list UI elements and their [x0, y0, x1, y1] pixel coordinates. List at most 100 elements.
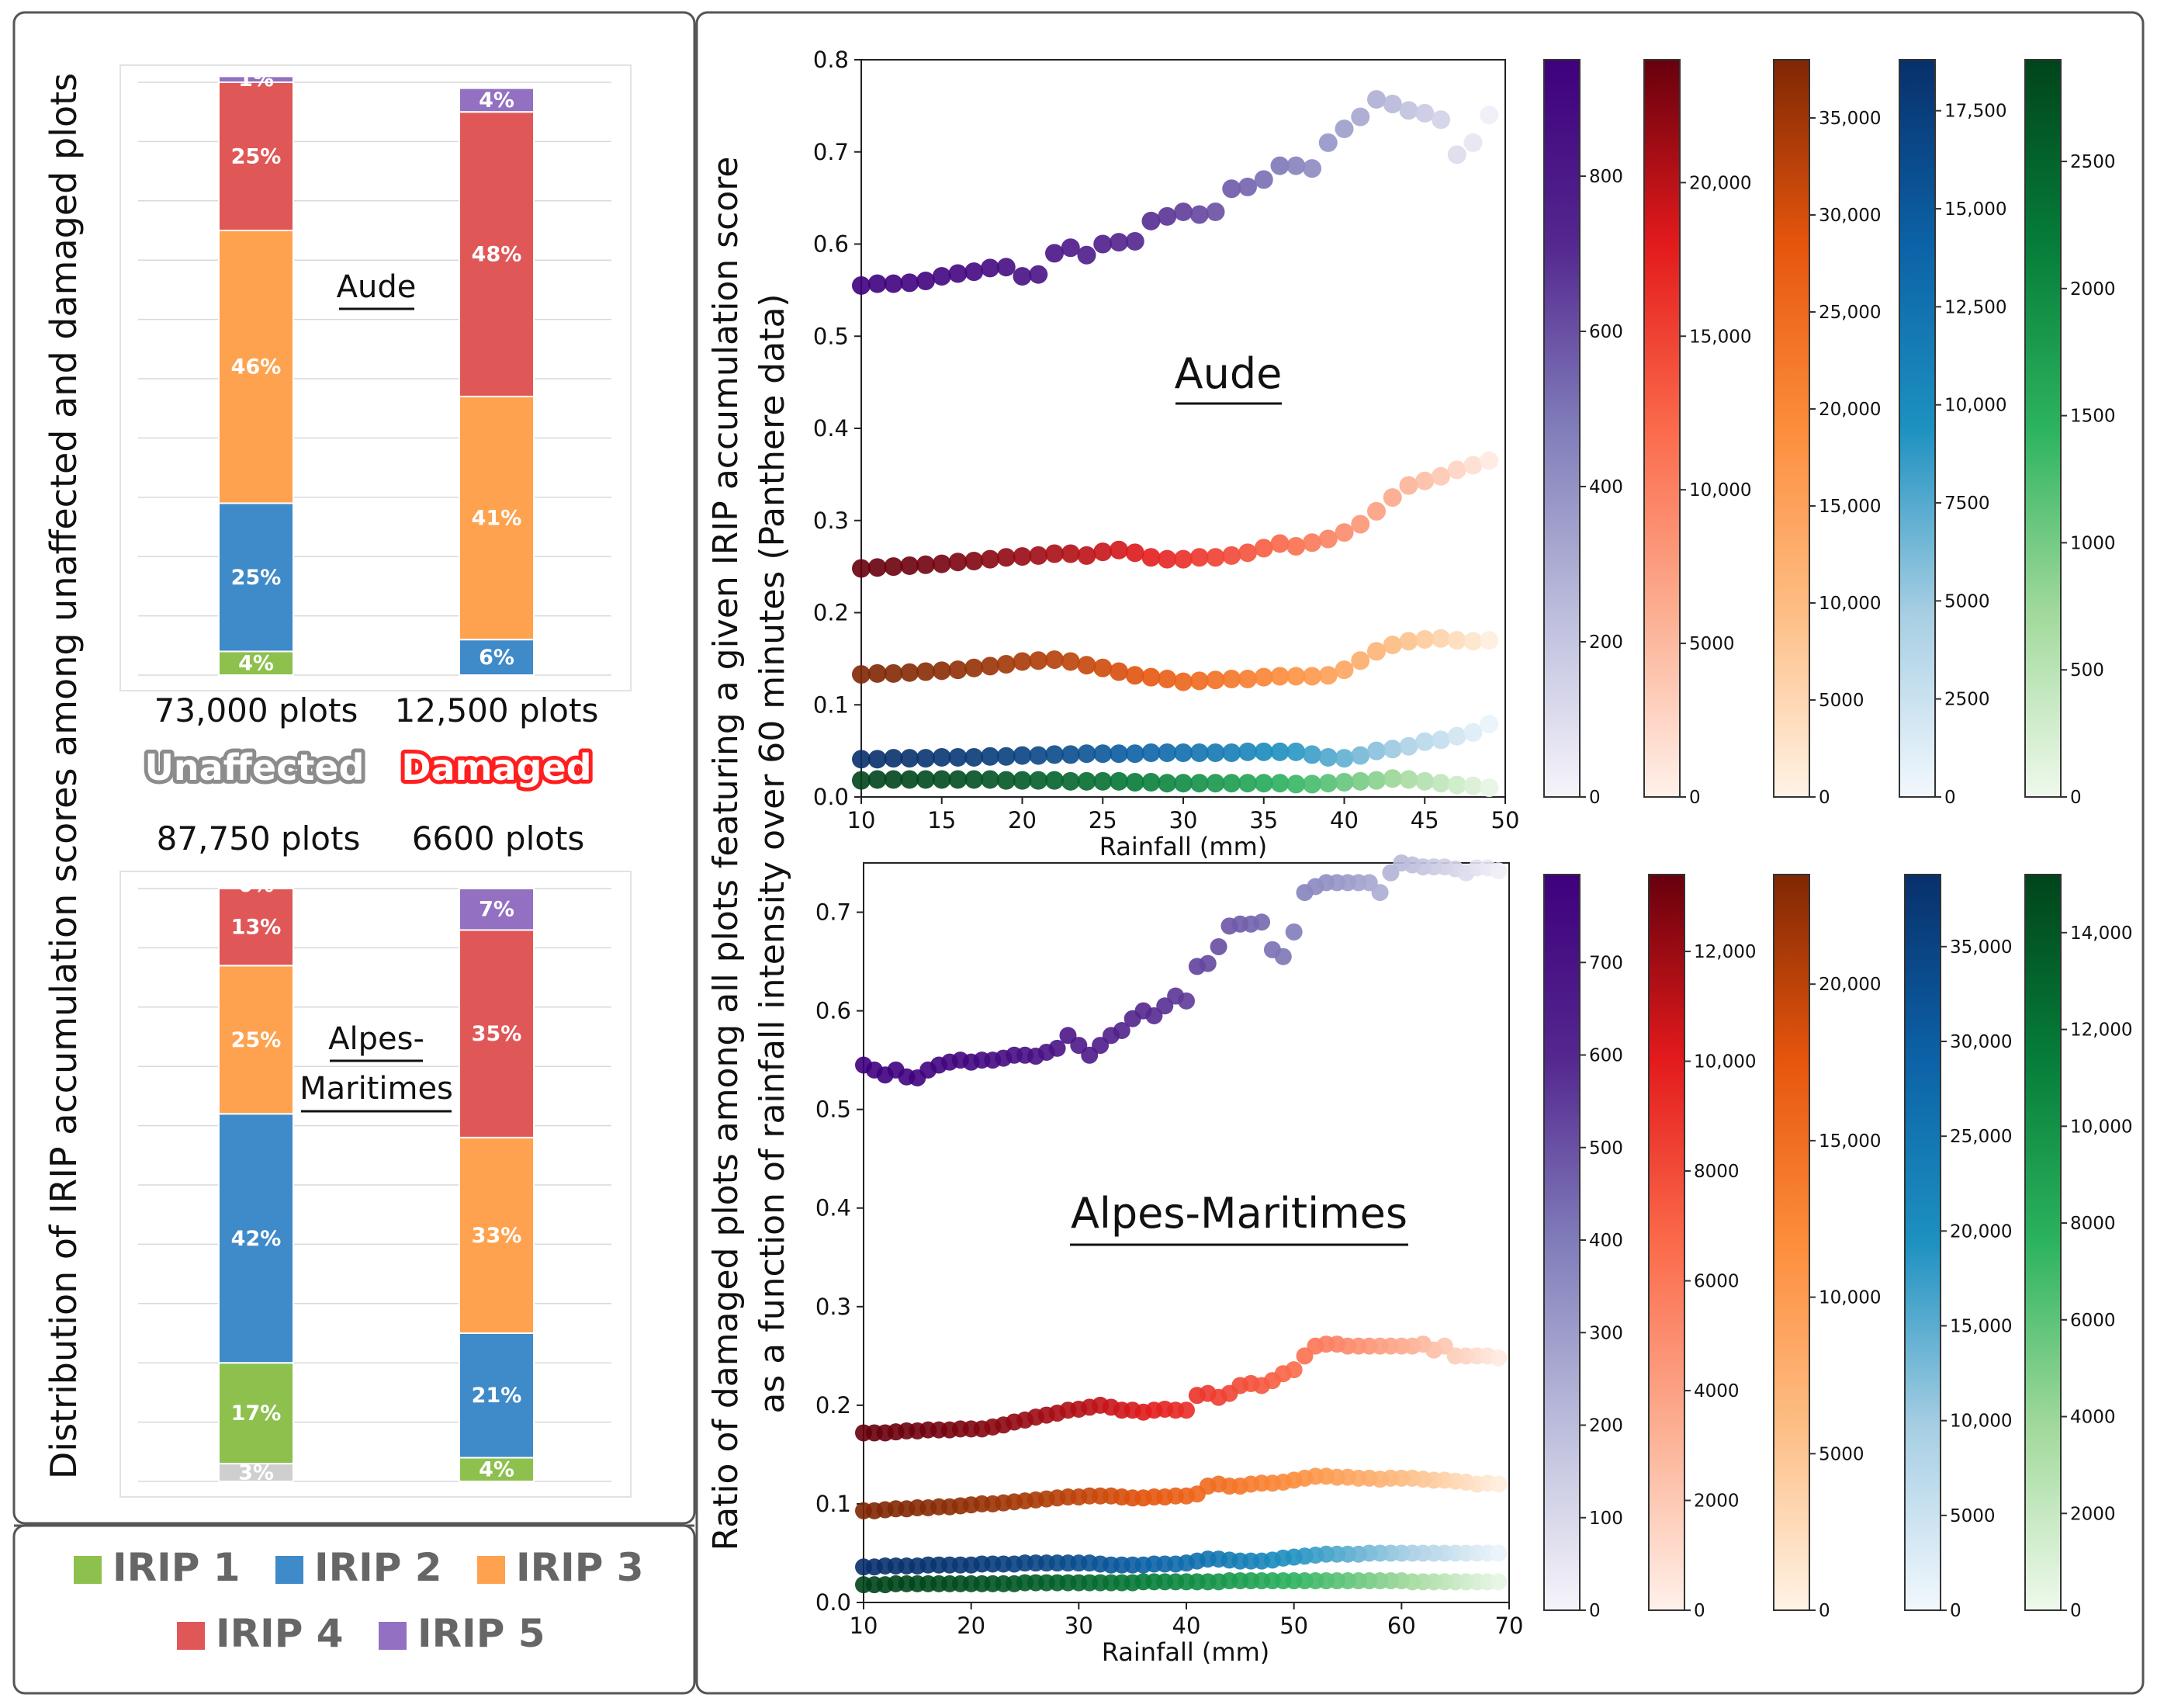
- am-bar-title-line1: Alpes-: [328, 1021, 424, 1057]
- aude-scatter-plot: 10 15 20 25 30 35 40 45 50 0.0 0.1 0.2 0.3 0.4 0.5 0.6 0…: [813, 47, 1520, 833]
- x-tick-label: 10: [850, 1613, 878, 1639]
- scatter-point-irip-3: [1383, 636, 1402, 655]
- colorbar-tick-label: 6000: [2070, 1311, 2116, 1331]
- scatter-point-irip-4: [1206, 548, 1225, 567]
- scatter-point-irip-5: [1156, 997, 1174, 1015]
- y-tick-label: 0.1: [815, 1491, 851, 1517]
- scatter-point-irip-3: [1158, 670, 1177, 688]
- scatter-point-irip-5: [1189, 205, 1209, 224]
- scatter-point-irip-5: [1463, 133, 1483, 152]
- x-tick-label: 45: [1411, 807, 1439, 833]
- colorbar-tick-label: 30,000: [1950, 1032, 2012, 1052]
- scatter-point-irip-1: [1303, 774, 1321, 794]
- scatter-point-irip-3: [1480, 631, 1499, 650]
- colorbar-tick-label: 20,000: [1819, 400, 1881, 420]
- scatter-point-irip-1: [1335, 773, 1354, 792]
- scatter-point-irip-3: [867, 663, 887, 683]
- colorbar-tick-label: 30,000: [1819, 206, 1881, 226]
- colorbar-tick-label: 1000: [2070, 533, 2116, 553]
- scatter-point-irip-3: [1447, 631, 1466, 650]
- scatter-point-irip-1: [1013, 771, 1032, 790]
- scatter-point-irip-2: [1077, 744, 1096, 764]
- bar-segment-irip-5-damaged: [459, 87, 535, 113]
- scatter-point-irip-2: [1480, 715, 1499, 734]
- scatter-point-irip-2: [1415, 732, 1435, 751]
- scatter-point-irip-4: [1480, 451, 1499, 470]
- y-tick-label: 0.5: [813, 323, 849, 349]
- scatter-point-irip-4: [1303, 533, 1321, 553]
- bar-segment-irip-3-unaffected: [218, 965, 294, 1115]
- scatter-point-irip-4: [1178, 1401, 1195, 1419]
- bar-segment-irip-4-damaged: [459, 111, 535, 397]
- scatter-point-irip-1: [1045, 771, 1064, 790]
- colorbar-tick-label: 400: [1589, 1231, 1623, 1251]
- y-tick-label: 0.7: [813, 139, 849, 165]
- bar-segment-irip-2-unaffected: [218, 502, 294, 653]
- scatter-point-irip-2: [1189, 743, 1209, 762]
- scatter-point-irip-4: [964, 552, 984, 570]
- y-tick-label: 0.6: [813, 231, 849, 258]
- bar-data-label: 48%: [472, 243, 522, 267]
- scatter-point-irip-3: [1399, 632, 1418, 651]
- scatter-point-irip-3: [1286, 667, 1306, 686]
- scatter-point-irip-4: [1447, 460, 1466, 480]
- scatter-point-irip-4: [1222, 546, 1241, 565]
- scatter-point-irip-2: [852, 750, 871, 769]
- bar-data-label: 13%: [231, 916, 282, 940]
- scatter-point-irip-1: [1318, 774, 1338, 793]
- scatter-point-irip-1: [900, 770, 919, 789]
- scatter-point-irip-2: [1141, 743, 1161, 762]
- scatter-point-irip-1: [964, 770, 984, 789]
- colorbar-tick-label: 2500: [2070, 152, 2116, 172]
- x-tick-label: 70: [1495, 1613, 1524, 1639]
- y-tick-label: 0.7: [815, 899, 851, 926]
- colorbar-tick-label: 15,000: [1944, 199, 2006, 220]
- colorbar-tick-label: 1500: [2070, 407, 2116, 427]
- scatter-point-irip-1: [1480, 778, 1499, 798]
- aude-stacked-bars: 4% 25% 46% 25% 1% 6% 41% 48% 4%: [138, 68, 611, 677]
- colorbar-tick-label: 20,000: [1689, 173, 1751, 193]
- scatter-point-irip-2: [916, 749, 935, 768]
- colorbar-tick-label: 15,000: [1950, 1317, 2012, 1337]
- scatter-point-irip-2: [1061, 745, 1080, 764]
- colorbar-tick-label: 0: [2070, 788, 2082, 808]
- scatter-point-irip-2: [867, 750, 887, 769]
- bar-data-label: 4%: [479, 1458, 514, 1482]
- scatter-point-irip-2: [1045, 745, 1064, 764]
- bar-data-label: 17%: [231, 1401, 282, 1426]
- scatter-point-irip-5: [1092, 1037, 1110, 1055]
- x-tick-label: 50: [1491, 807, 1520, 833]
- x-tick-label: 40: [1172, 1613, 1201, 1639]
- scatter-point-irip-4: [1296, 1347, 1314, 1365]
- colorbar-tick-label: 500: [1589, 1138, 1623, 1159]
- scatter-point-irip-5: [1145, 1006, 1163, 1024]
- x-tick-label: 30: [1065, 1613, 1093, 1639]
- bar-data-label: 46%: [231, 355, 282, 379]
- x-tick-label: 40: [1330, 807, 1359, 833]
- bar-data-label: 3%: [238, 1461, 274, 1485]
- scatter-point-irip-5: [1206, 202, 1225, 221]
- scatter-point-irip-3: [981, 657, 999, 676]
- scatter-point-irip-3: [1125, 666, 1144, 685]
- legend: IRIP 1 IRIP 2 IRIP 3 IRIP 4 IRIP 5: [74, 1545, 644, 1656]
- colorbar-tick-label: 0: [1589, 788, 1601, 808]
- scatter-point-irip-5: [1081, 1046, 1099, 1064]
- x-tick-label: 25: [1089, 807, 1117, 833]
- scatter-point-irip-4: [1318, 529, 1338, 549]
- bar-data-label: 25%: [231, 145, 282, 169]
- colorbar-tick-label: 35,000: [1950, 937, 2012, 958]
- x-tick-label: 60: [1387, 1613, 1416, 1639]
- scatter-point-irip-4: [1238, 543, 1257, 563]
- bar-data-label: 1%: [238, 68, 274, 92]
- scatter-point-irip-5: [1158, 206, 1177, 226]
- legend-label-irip-2: IRIP 2: [314, 1545, 442, 1590]
- scatter-point-irip-2: [1158, 743, 1177, 762]
- bar-segment-irip-4-unaffected: [218, 888, 294, 967]
- legend-label-irip-3: IRIP 3: [516, 1545, 644, 1590]
- scatter-point-irip-3: [1061, 652, 1080, 671]
- scatter-point-irip-5: [1093, 234, 1113, 254]
- colorbar-tick-label: 4000: [2070, 1408, 2116, 1428]
- aude-damaged-count: 12,500 plots: [395, 691, 599, 729]
- scatter-point-irip-2: [996, 747, 1016, 766]
- colorbar-tick-label: 12,000: [1694, 942, 1756, 962]
